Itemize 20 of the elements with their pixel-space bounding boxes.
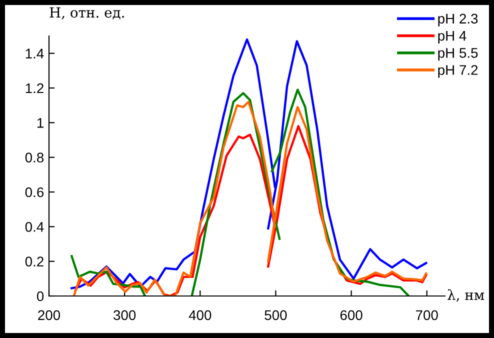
legend-label: pH 5.5	[438, 48, 478, 61]
legend-label: pH 7.2	[438, 65, 478, 78]
x-tick-label: 500	[264, 310, 287, 320]
y-tick-label: 0.2	[25, 256, 44, 267]
legend-label: pH 4	[438, 31, 466, 44]
y-tick-label: 0.6	[25, 187, 44, 198]
x-tick-label: 600	[340, 310, 362, 320]
x-tick-label: 700	[416, 310, 438, 320]
x-tick-label: 400	[188, 310, 212, 320]
y-axis-title: H, отн. ед.	[50, 7, 124, 20]
y-tick-label: 1	[37, 118, 44, 128]
y-tick-label: 0.4	[25, 222, 44, 232]
x-tick-label: 200	[38, 310, 60, 320]
x-tick-label: 300	[114, 310, 136, 320]
y-tick-label: 0	[36, 291, 44, 302]
x-axis-title: λ, нм	[448, 289, 484, 302]
y-tick-label: 0.8	[25, 152, 44, 163]
legend-label: pH 2.3	[438, 14, 478, 26]
y-tick-label: 1.2	[26, 83, 44, 94]
y-tick-label: 1.4	[26, 48, 44, 58]
